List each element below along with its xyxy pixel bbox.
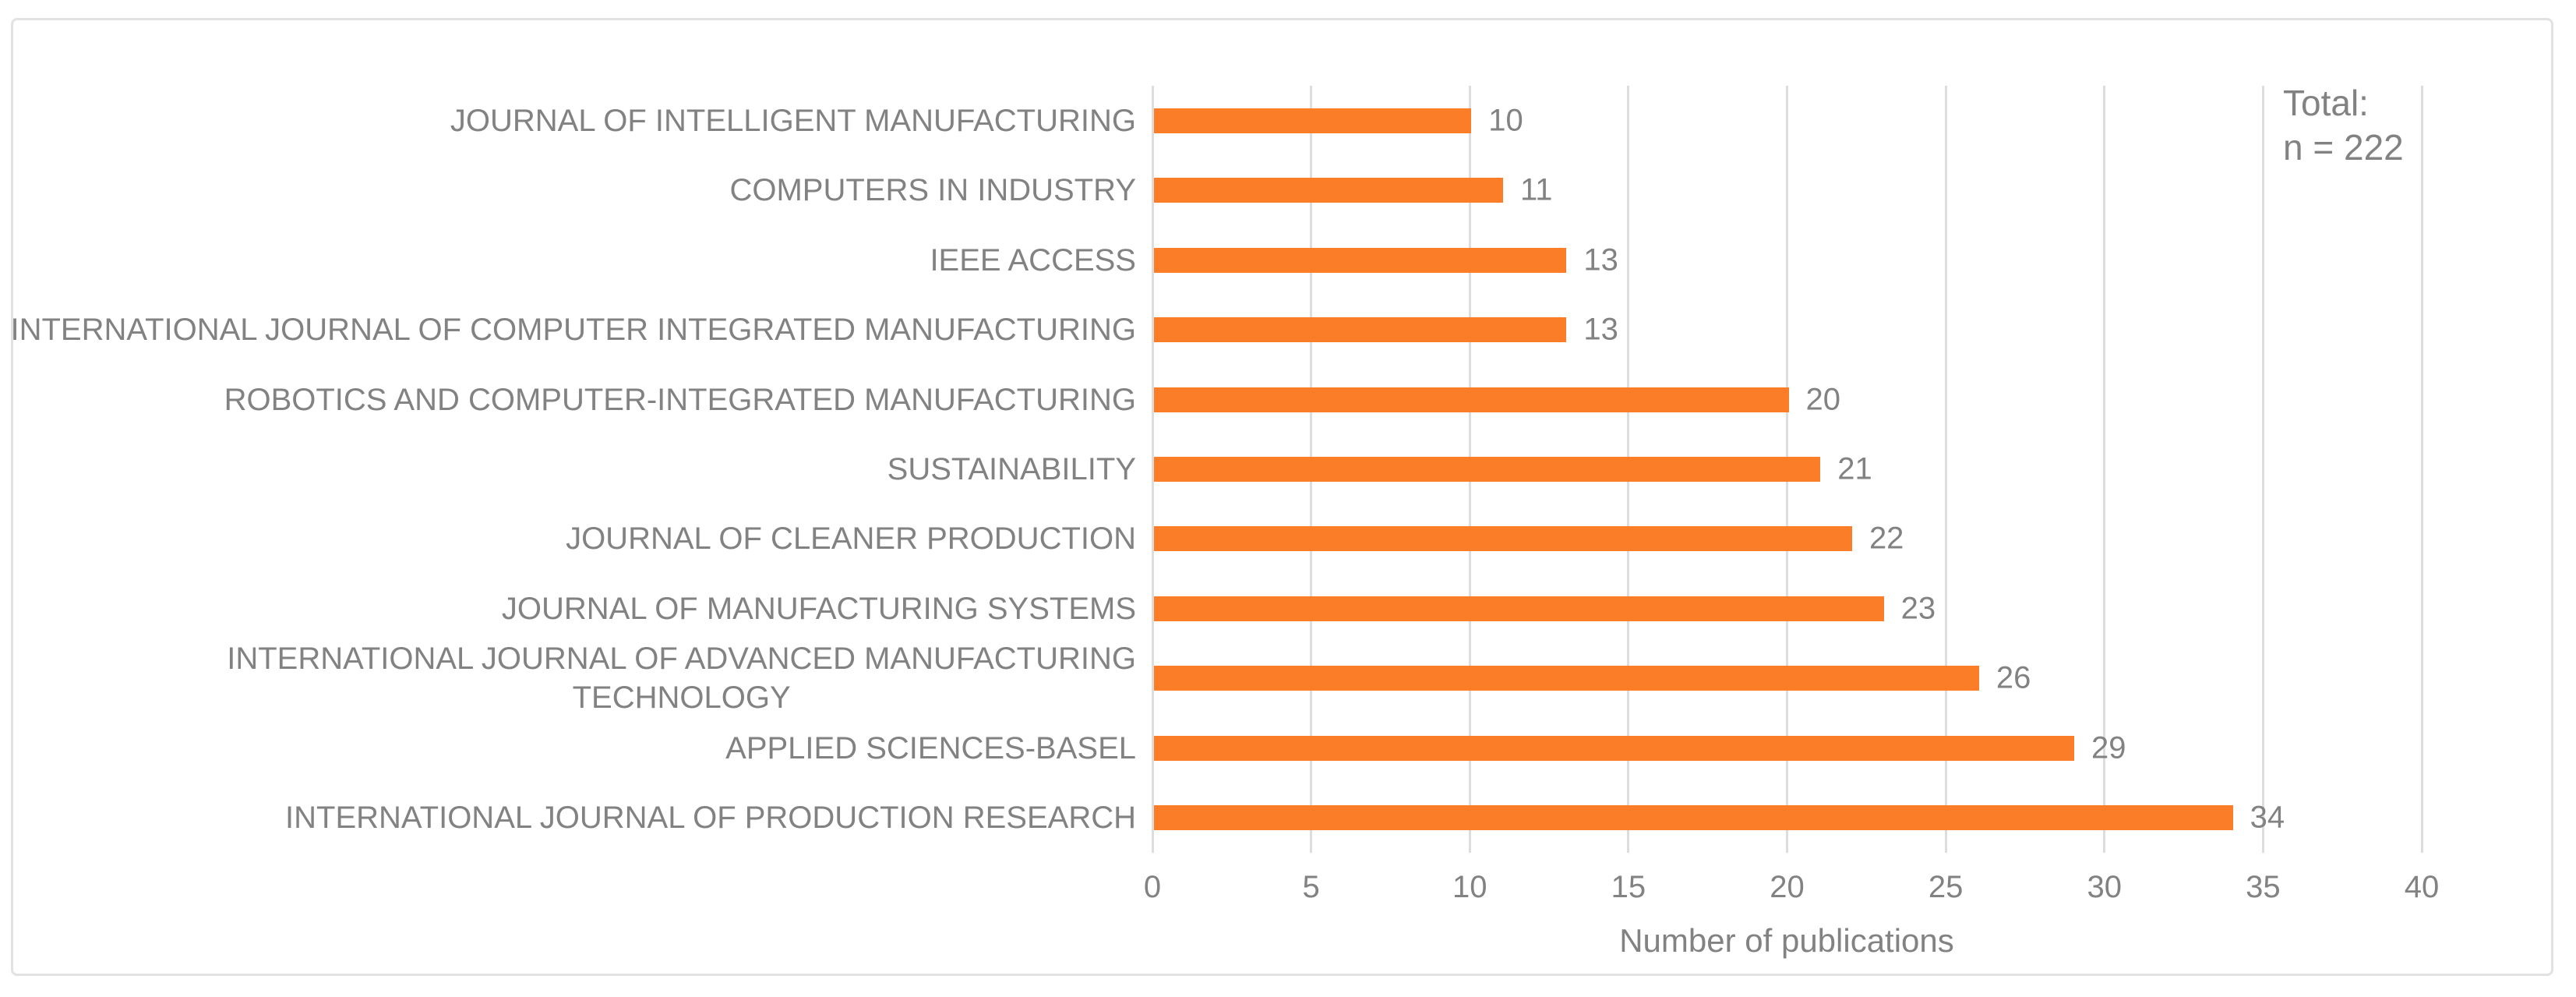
x-tick-label: 25 <box>1928 870 1964 904</box>
x-tick-label: 10 <box>1452 870 1487 904</box>
bar <box>1154 805 2233 831</box>
bar-value-label: 22 <box>1868 521 1904 556</box>
x-tick-label: 5 <box>1302 870 1320 904</box>
category-label-text: JOURNAL OF MANUFACTURING SYSTEMS <box>501 591 1136 626</box>
gridline <box>2261 86 2264 853</box>
bar <box>1154 178 1503 203</box>
category-label-text: SUSTAINABILITY <box>887 452 1136 486</box>
category-label: SUSTAINABILITY <box>887 450 1136 489</box>
bar <box>1154 247 1567 273</box>
x-tick-label: 40 <box>2404 870 2440 904</box>
x-tick-label: 15 <box>1611 870 1646 904</box>
bar-value-label: 13 <box>1583 312 1618 347</box>
bar <box>1154 526 1852 552</box>
bar <box>1154 666 1979 691</box>
category-label-text: ROBOTICS AND COMPUTER-INTEGRATED MANUFAC… <box>224 382 1136 417</box>
bar-value-label: 20 <box>1805 382 1841 417</box>
bar-value-label: 21 <box>1837 451 1872 486</box>
bar <box>1154 317 1567 343</box>
bar <box>1154 457 1821 482</box>
bar-value-label: 11 <box>1519 172 1553 207</box>
category-label: INTERNATIONAL JOURNAL OF ADVANCED MANUFA… <box>227 639 1136 717</box>
bar-value-label: 34 <box>2250 800 2285 835</box>
gridline <box>1944 86 1947 853</box>
category-label: IEEE ACCESS <box>930 241 1136 280</box>
bar-value-label: 26 <box>1996 660 2031 695</box>
category-label: ROBOTICS AND COMPUTER-INTEGRATED MANUFAC… <box>224 380 1136 419</box>
bar-value-label: 23 <box>1900 591 1936 626</box>
bar <box>1154 387 1789 412</box>
category-label: INTERNATIONAL JOURNAL OF COMPUTER INTEGR… <box>10 310 1136 349</box>
total-annotation: Total: n = 222 <box>2283 83 2404 168</box>
category-label: JOURNAL OF MANUFACTURING SYSTEMS <box>502 589 1136 628</box>
category-label-text: JOURNAL OF INTELLIGENT MANUFACTURING <box>450 103 1136 138</box>
category-label: INTERNATIONAL JOURNAL OF PRODUCTION RESE… <box>285 798 1136 837</box>
gridline <box>2103 86 2106 853</box>
category-label-text: IEEE ACCESS <box>930 242 1136 278</box>
category-label: JOURNAL OF CLEANER PRODUCTION <box>566 519 1136 558</box>
bar <box>1154 735 2075 761</box>
bar-value-label: 29 <box>2091 730 2126 765</box>
category-label-text: APPLIED SCIENCES-BASEL <box>725 730 1136 765</box>
gridline <box>2420 86 2423 853</box>
category-label: COMPUTERS IN INDUSTRY <box>729 171 1136 210</box>
category-label: JOURNAL OF INTELLIGENT MANUFACTURING <box>450 101 1136 140</box>
bar <box>1154 596 1884 621</box>
category-label-text: INTERNATIONAL JOURNAL OF PRODUCTION RESE… <box>285 801 1136 836</box>
x-axis-title: Number of publications <box>1619 922 1954 959</box>
category-label: APPLIED SCIENCES-BASEL <box>725 729 1136 768</box>
category-label-text: JOURNAL OF CLEANER PRODUCTION <box>566 521 1136 557</box>
bar-value-label: 13 <box>1583 242 1618 278</box>
x-tick-label: 30 <box>2087 870 2123 904</box>
category-label-text: INTERNATIONAL JOURNAL OF COMPUTER INTEGR… <box>10 313 1136 348</box>
gridline <box>1151 86 1154 853</box>
x-tick-label: 35 <box>2246 870 2281 904</box>
x-tick-label: 20 <box>1770 870 1805 904</box>
x-tick-label: 0 <box>1143 870 1162 904</box>
category-label-text: INTERNATIONAL JOURNAL OF ADVANCED MANUFA… <box>227 642 1136 716</box>
bar <box>1154 108 1472 133</box>
category-label-text: COMPUTERS IN INDUSTRY <box>729 173 1136 208</box>
bar-value-label: 10 <box>1488 103 1523 138</box>
